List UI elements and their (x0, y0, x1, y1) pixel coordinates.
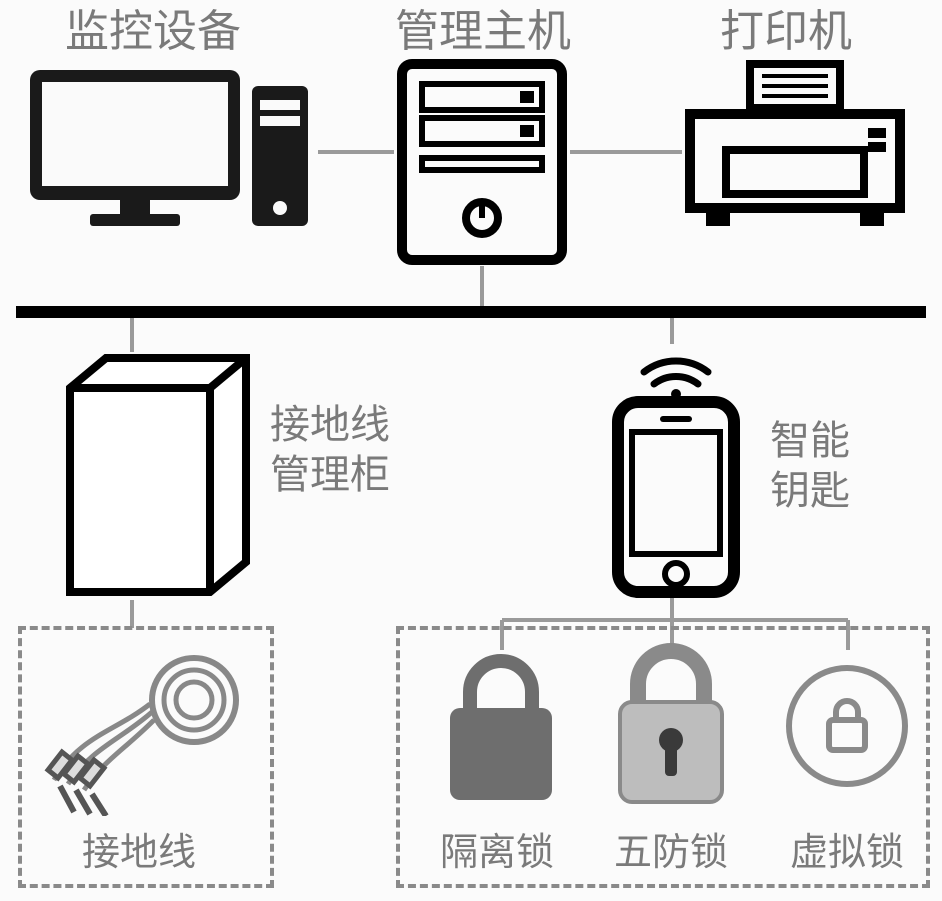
ground-wire-label: 接地线 (82, 830, 196, 878)
monitor-label: 监控设备 (65, 4, 241, 59)
virtual-lock-label: 虚拟锁 (790, 830, 904, 878)
cabinet-icon (60, 352, 260, 602)
five-lock-icon (606, 640, 736, 810)
cabinet-label-line2: 管理柜 (270, 450, 390, 500)
printer-icon (680, 58, 910, 238)
link-monitor-server (318, 150, 394, 154)
link-server-bus (480, 266, 484, 308)
cabinet-to-ground-link (130, 600, 134, 628)
virtual-lock-icon (782, 654, 912, 804)
bus-line (16, 306, 926, 318)
isolation-lock-label: 隔离锁 (440, 830, 554, 878)
five-lock-label: 五防锁 (614, 830, 728, 878)
link-server-printer (570, 150, 682, 154)
monitor-icon (20, 60, 320, 240)
cabinet-label-line1: 接地线 (270, 400, 390, 450)
smart-key-icon (596, 342, 756, 602)
drop-to-phone (670, 318, 674, 344)
server-icon (392, 58, 572, 268)
drop-to-cabinet (130, 318, 134, 352)
phone-label-line2: 钥匙 (770, 466, 850, 516)
ground-wire-icon (34, 640, 258, 816)
phone-label-line1: 智能 (770, 416, 850, 466)
isolation-lock-icon (436, 648, 566, 808)
server-label: 管理主机 (395, 4, 571, 59)
printer-label: 打印机 (720, 4, 852, 59)
